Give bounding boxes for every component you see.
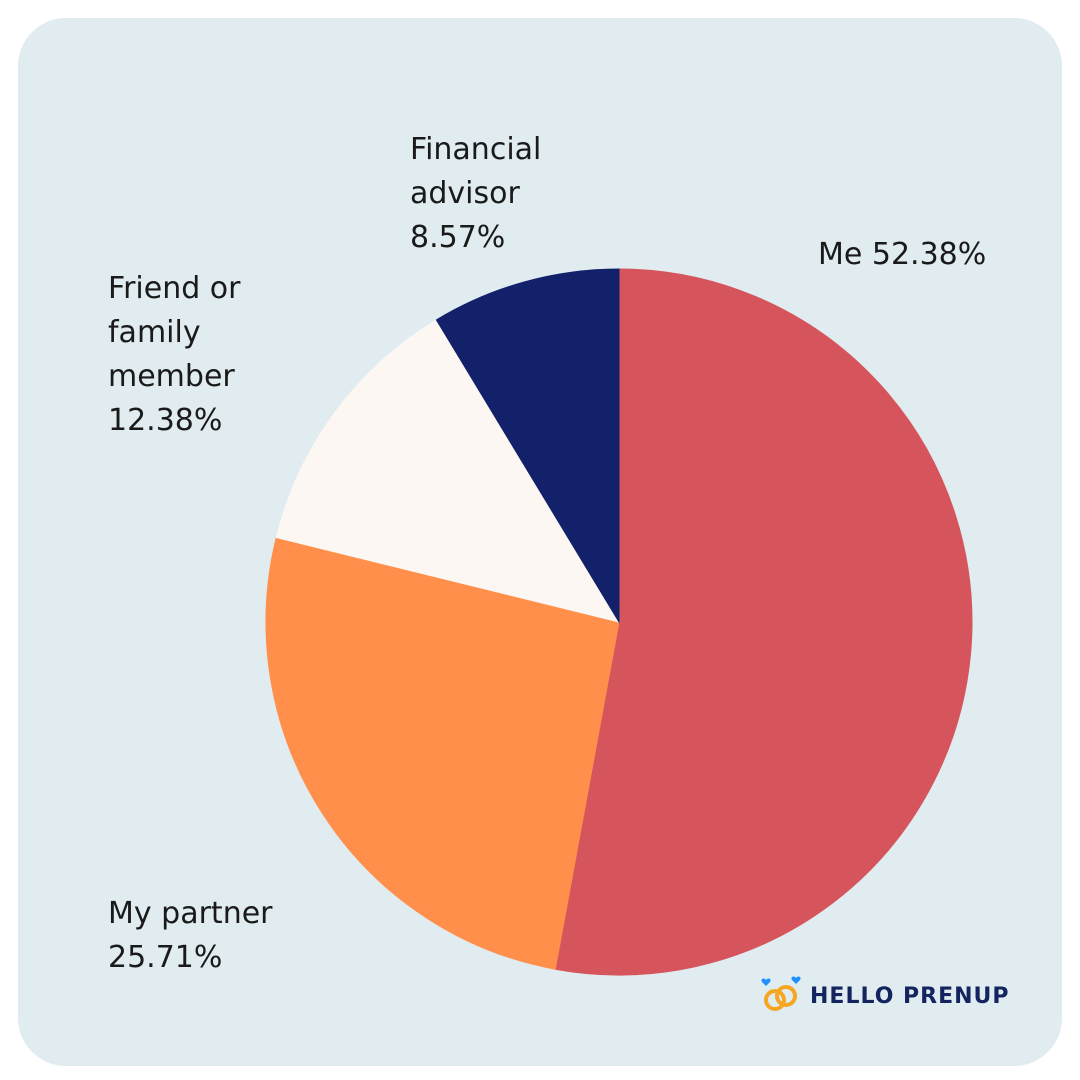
pie-slice-me: [554, 268, 973, 976]
logo-text: HELLO PRENUP: [810, 983, 1010, 1009]
slice-label-friend-or-family: Friend or family member 12.38%: [108, 267, 240, 443]
label-line: member: [108, 359, 235, 394]
hello-prenup-logo: HELLO PRENUP: [760, 976, 1010, 1016]
label-value: 8.57%: [410, 220, 506, 255]
label-line: My partner: [108, 896, 273, 931]
pie-slice-friend-or-family-member: [275, 319, 621, 623]
slice-label-financial-advisor: Financial advisor 8.57%: [410, 128, 541, 260]
label-line: Me 52.38%: [818, 237, 987, 272]
label-line: family: [108, 315, 201, 350]
slice-label-me: Me 52.38%: [818, 233, 986, 277]
pie-slices: [265, 268, 973, 976]
label-value: 25.71%: [108, 940, 223, 975]
label-value: 12.38%: [108, 403, 223, 438]
label-line: Friend or: [108, 271, 241, 306]
pie-slice-financial-advisor: [435, 268, 620, 624]
slice-label-my-partner: My partner 25.71%: [108, 892, 273, 980]
label-line: advisor: [410, 176, 520, 211]
label-line: Financial: [410, 132, 542, 167]
pie-slice-my-partner: [265, 536, 620, 970]
rings-logo-icon: [761, 976, 801, 1011]
